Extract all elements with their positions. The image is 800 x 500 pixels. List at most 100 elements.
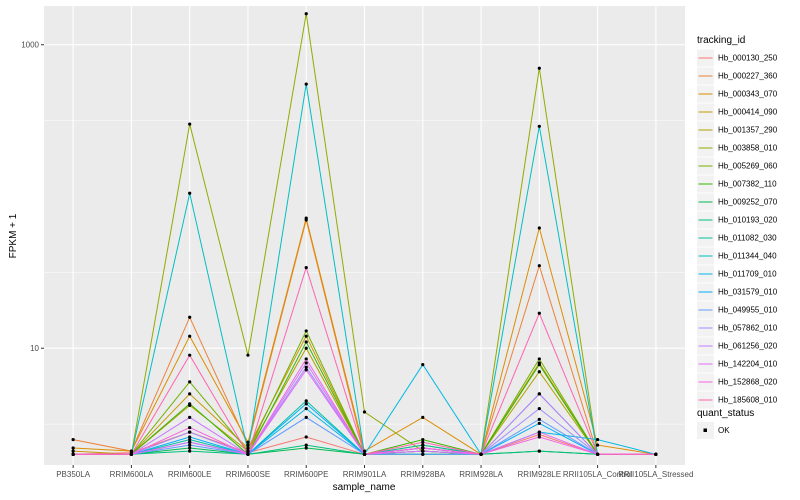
point-Hb_000414_090-3 (246, 446, 250, 450)
x-tick-label-2: RRIM600LE (168, 470, 212, 479)
point-Hb_000227_360-3 (246, 443, 250, 447)
point-Hb_049955_010-2 (188, 443, 192, 447)
point-Hb_011344_040-8 (537, 124, 541, 128)
point-Hb_152868_020-8 (537, 435, 541, 439)
point-Hb_007382_110-4 (304, 340, 308, 344)
point-Hb_185608_010-1 (129, 452, 134, 456)
legend-label-Hb_031579_010: Hb_031579_010 (718, 288, 778, 297)
point-Hb_000227_360-0 (71, 437, 75, 442)
point-Hb_011344_040-2 (188, 191, 192, 195)
point-Hb_007382_110-8 (537, 362, 541, 367)
point-Hb_005269_060-8 (537, 357, 541, 361)
point-Hb_185608_010-0 (71, 452, 75, 456)
point-Hb_185608_010-4 (304, 265, 308, 270)
point-Hb_142204_010-8 (537, 430, 541, 434)
legend-shape-label-0: OK (718, 426, 730, 435)
point-Hb_185608_010-9 (595, 452, 600, 456)
point-Hb_000343_070-0 (71, 446, 75, 450)
point-Hb_057862_010-8 (537, 407, 541, 411)
point-Hb_011709_010-6 (421, 362, 425, 367)
legend-label-Hb_000227_360: Hb_000227_360 (718, 72, 778, 81)
point-Hb_003858_010-8 (537, 66, 541, 70)
point-Hb_061256_020-2 (188, 415, 192, 420)
point-Hb_185608_010-8 (537, 311, 541, 315)
point-Hb_000343_070-8 (537, 226, 541, 230)
legend-label-Hb_061256_020: Hb_061256_020 (718, 342, 778, 351)
legend-label-Hb_152868_020: Hb_152868_020 (718, 378, 778, 387)
point-Hb_031579_010-2 (188, 435, 192, 439)
legend-label-Hb_010193_020: Hb_010193_020 (718, 216, 778, 225)
point-Hb_003858_010-4 (304, 12, 308, 16)
x-tick-label-8: RRIM928LE (518, 470, 562, 479)
point-Hb_009252_070-4 (304, 446, 308, 450)
point-Hb_000227_360-8 (537, 264, 541, 268)
point-Hb_010193_020-2 (188, 449, 192, 453)
legend-label-Hb_003858_010: Hb_003858_010 (718, 144, 778, 153)
legend-label-Hb_011082_030: Hb_011082_030 (718, 234, 777, 243)
point-Hb_142204_010-2 (188, 440, 192, 444)
point-Hb_011709_010-4 (304, 407, 308, 411)
x-tick-label-10: RRII105LA_Stressed (618, 470, 693, 479)
legend-title-tracking-id: tracking_id (697, 35, 745, 46)
point-Hb_061256_020-8 (537, 392, 541, 396)
point-Hb_057862_010-4 (304, 365, 308, 369)
point-Hb_000343_070-3 (246, 440, 250, 444)
point-Hb_185608_010-5 (362, 452, 367, 456)
point-Hb_049955_010-4 (304, 415, 308, 420)
x-tick-label-3: RRIM600SE (226, 470, 270, 479)
point-Hb_010193_020-4 (304, 443, 308, 447)
y-axis-title: FPKM + 1 (8, 213, 19, 258)
x-tick-label-0: PB350LA (56, 470, 90, 479)
x-axis: PB350LA RRIM600LA RRIM600LE RRIM600SE RRIM60… (56, 465, 693, 479)
point-Hb_152868_020-4 (304, 357, 308, 361)
point-Hb_185608_010-3 (246, 452, 250, 456)
point-Hb_049955_010-6 (421, 452, 425, 456)
legend: tracking_id Hb_000130_250Hb_000227_360Hb… (697, 35, 778, 439)
legend-title-quant-status: quant_status (697, 408, 754, 419)
point-Hb_000343_070-1 (129, 449, 134, 453)
legend-shape-key-0 (703, 428, 707, 432)
point-Hb_005269_060-4 (304, 329, 308, 333)
x-tick-label-5: RRIM901LA (343, 470, 387, 479)
legend-label-Hb_142204_010: Hb_142204_010 (718, 360, 778, 369)
point-Hb_185608_010-7 (479, 452, 483, 456)
y-tick-label-0: 10 (30, 344, 39, 353)
point-Hb_001357_290-8 (537, 370, 541, 374)
legend-shape-entries: OK (697, 422, 730, 439)
legend-label-Hb_057862_010: Hb_057862_010 (718, 324, 778, 333)
point-Hb_142204_010-4 (304, 368, 308, 372)
point-Hb_005269_060-2 (188, 380, 192, 384)
legend-label-Hb_009252_070: Hb_009252_070 (718, 198, 778, 207)
legend-label-Hb_185608_010: Hb_185608_010 (718, 396, 778, 405)
point-Hb_000343_070-4 (304, 216, 308, 220)
point-Hb_049955_010-8 (537, 417, 541, 421)
point-Hb_185608_010-10 (654, 452, 658, 456)
x-tick-label-6: RRIM928BA (401, 470, 446, 479)
point-Hb_011709_010-9 (595, 437, 600, 442)
point-Hb_000227_360-2 (188, 315, 192, 319)
legend-label-Hb_011709_010: Hb_011709_010 (718, 270, 777, 279)
grid-major-x (72, 6, 657, 465)
point-Hb_011344_040-3 (246, 449, 250, 453)
series-points (71, 12, 658, 456)
point-Hb_061256_020-4 (304, 361, 308, 365)
point-Hb_007382_110-6 (421, 437, 425, 442)
point-Hb_003858_010-3 (246, 353, 250, 357)
y-axis: 10 1000 (21, 41, 44, 353)
legend-label-Hb_000343_070: Hb_000343_070 (718, 90, 778, 99)
point-Hb_057862_010-2 (188, 430, 192, 434)
point-Hb_000130_250-8 (537, 432, 541, 437)
point-Hb_152868_020-2 (188, 425, 192, 430)
point-Hb_031579_010-8 (537, 421, 541, 425)
point-Hb_000343_070-9 (595, 443, 600, 447)
y-tick-label-1: 1000 (21, 41, 39, 50)
point-Hb_011082_030-6 (421, 443, 425, 447)
point-Hb_142204_010-6 (421, 449, 425, 453)
point-Hb_010193_020-8 (537, 449, 541, 453)
point-Hb_011344_040-4 (304, 82, 308, 86)
point-Hb_001357_290-4 (304, 346, 308, 350)
point-Hb_011082_030-2 (188, 437, 192, 442)
point-Hb_000414_090-0 (71, 449, 75, 453)
point-Hb_185608_010-6 (421, 440, 425, 444)
point-Hb_000343_070-2 (188, 334, 192, 338)
